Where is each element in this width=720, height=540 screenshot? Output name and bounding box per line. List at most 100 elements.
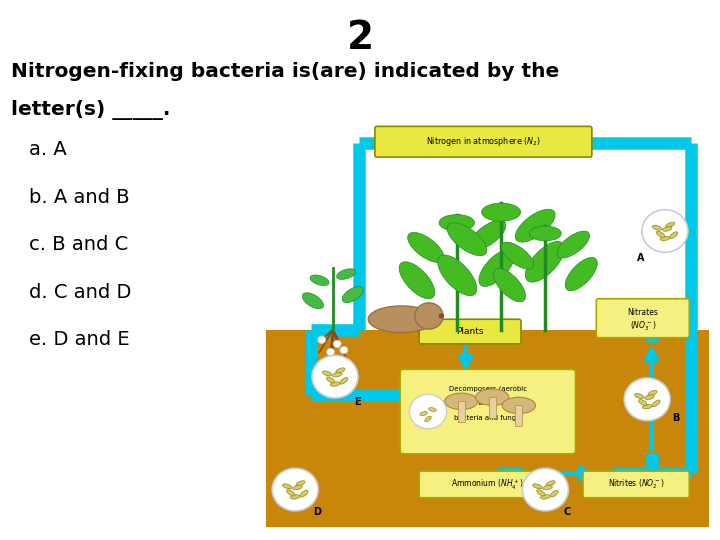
Circle shape — [415, 303, 443, 329]
Ellipse shape — [479, 249, 515, 286]
Ellipse shape — [662, 227, 672, 231]
Ellipse shape — [408, 232, 444, 262]
Ellipse shape — [516, 209, 555, 242]
Bar — [516, 406, 522, 426]
Ellipse shape — [660, 236, 670, 240]
Bar — [489, 397, 496, 418]
Ellipse shape — [290, 495, 300, 499]
Ellipse shape — [526, 241, 564, 282]
Text: Nitrogen in atmosphere ($N_2$): Nitrogen in atmosphere ($N_2$) — [426, 135, 541, 148]
Text: e. D and E: e. D and E — [29, 330, 130, 349]
Text: Nitrogen-fixing bacteria is(are) indicated by the: Nitrogen-fixing bacteria is(are) indicat… — [11, 62, 559, 81]
FancyBboxPatch shape — [596, 299, 689, 338]
Ellipse shape — [644, 395, 654, 400]
FancyBboxPatch shape — [583, 471, 689, 498]
Text: E: E — [354, 397, 361, 407]
Ellipse shape — [292, 485, 302, 490]
Ellipse shape — [438, 255, 477, 296]
Ellipse shape — [399, 262, 435, 299]
Ellipse shape — [657, 231, 665, 238]
Ellipse shape — [666, 222, 675, 227]
FancyBboxPatch shape — [375, 126, 592, 157]
Text: bacteria and fungi): bacteria and fungi) — [454, 415, 521, 421]
Ellipse shape — [428, 408, 436, 411]
Ellipse shape — [287, 490, 295, 496]
Ellipse shape — [652, 400, 660, 407]
Text: 2: 2 — [346, 19, 374, 57]
Ellipse shape — [565, 258, 598, 291]
Text: letter(s) _____.: letter(s) _____. — [11, 100, 170, 120]
Ellipse shape — [546, 481, 555, 486]
Ellipse shape — [336, 269, 356, 279]
Bar — [458, 401, 465, 422]
Bar — [266, 329, 709, 526]
Ellipse shape — [639, 400, 647, 406]
Circle shape — [522, 468, 568, 511]
Ellipse shape — [310, 275, 329, 286]
Ellipse shape — [536, 490, 545, 496]
Ellipse shape — [557, 231, 590, 258]
Circle shape — [410, 394, 446, 429]
Ellipse shape — [420, 411, 428, 416]
Text: b. A and B: b. A and B — [29, 188, 130, 207]
Circle shape — [318, 336, 325, 343]
Text: A: A — [636, 253, 644, 262]
Text: d. C and D: d. C and D — [29, 283, 131, 302]
Text: a. A: a. A — [29, 140, 66, 159]
Circle shape — [624, 378, 670, 421]
Ellipse shape — [502, 397, 536, 414]
Circle shape — [312, 355, 358, 398]
Text: ($NO_3^-$): ($NO_3^-$) — [629, 320, 656, 333]
Text: D: D — [313, 507, 321, 517]
Circle shape — [340, 346, 348, 354]
Text: Plants: Plants — [456, 327, 484, 336]
Ellipse shape — [529, 226, 562, 241]
Circle shape — [327, 348, 335, 356]
Text: C: C — [564, 507, 571, 517]
Ellipse shape — [482, 203, 521, 221]
Ellipse shape — [501, 242, 534, 269]
Text: c. B and C: c. B and C — [29, 235, 128, 254]
FancyBboxPatch shape — [400, 369, 575, 454]
Circle shape — [272, 468, 318, 511]
Text: Nitrites ($NO_2^-$): Nitrites ($NO_2^-$) — [608, 478, 665, 491]
Bar — [266, 116, 709, 329]
FancyBboxPatch shape — [419, 471, 557, 498]
Ellipse shape — [648, 390, 657, 396]
Ellipse shape — [302, 293, 323, 309]
Ellipse shape — [543, 485, 552, 490]
Ellipse shape — [425, 416, 431, 422]
Ellipse shape — [340, 377, 348, 384]
Text: Nitrates: Nitrates — [627, 308, 658, 317]
Ellipse shape — [642, 404, 652, 409]
Text: Ammonium ($NH_4^+$): Ammonium ($NH_4^+$) — [451, 477, 524, 491]
Ellipse shape — [300, 490, 308, 497]
Circle shape — [438, 314, 444, 319]
Ellipse shape — [296, 481, 305, 486]
Ellipse shape — [326, 377, 335, 383]
Ellipse shape — [634, 394, 644, 399]
Ellipse shape — [445, 393, 478, 409]
Ellipse shape — [336, 368, 345, 373]
Ellipse shape — [439, 214, 474, 231]
Circle shape — [642, 210, 688, 252]
Ellipse shape — [323, 371, 332, 376]
Ellipse shape — [670, 232, 678, 239]
Circle shape — [333, 340, 341, 348]
Ellipse shape — [652, 225, 662, 230]
Text: B: B — [672, 413, 680, 423]
Text: and anaerobic: and anaerobic — [463, 400, 513, 407]
FancyBboxPatch shape — [419, 319, 521, 344]
Ellipse shape — [342, 287, 364, 302]
Ellipse shape — [533, 484, 542, 489]
Ellipse shape — [493, 268, 526, 302]
Ellipse shape — [476, 389, 509, 406]
Text: Decomposers (aerobic: Decomposers (aerobic — [449, 386, 527, 392]
Ellipse shape — [330, 382, 340, 386]
Ellipse shape — [282, 484, 292, 489]
Ellipse shape — [368, 306, 435, 333]
Ellipse shape — [541, 495, 550, 499]
Ellipse shape — [447, 223, 487, 255]
Ellipse shape — [550, 490, 558, 497]
Ellipse shape — [469, 220, 506, 250]
